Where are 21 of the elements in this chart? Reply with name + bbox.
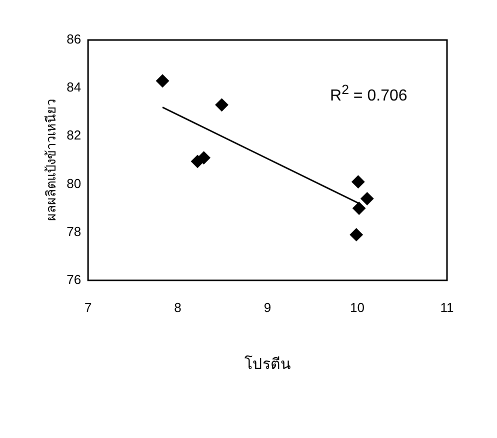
x-axis-title: โปรตีน (244, 355, 291, 374)
point (156, 74, 170, 88)
annotation: R$^{2}$ = 0.706 (330, 82, 408, 106)
y-tick-label: 80 (66, 176, 82, 191)
point (352, 202, 366, 215)
y-tick-label: 84 (66, 80, 82, 95)
point (352, 175, 365, 188)
y-tick-label: 82 (66, 128, 82, 143)
y-tick-label: 76 (66, 272, 82, 287)
point (350, 228, 363, 242)
point (197, 151, 210, 164)
x-tick-label: 11 (440, 300, 454, 315)
x-tick-label: 9 (264, 300, 272, 315)
x-tick-label: 7 (84, 300, 92, 315)
point (360, 192, 374, 206)
x-tick-label: 8 (174, 300, 182, 315)
y-tick-label: 86 (66, 32, 82, 47)
y-axis-title: ผลผลิตแป้งข้าวเหนียว (43, 99, 58, 222)
point (215, 98, 228, 112)
y-tick-label: 78 (66, 224, 82, 239)
x-tick-label: 10 (350, 300, 364, 315)
